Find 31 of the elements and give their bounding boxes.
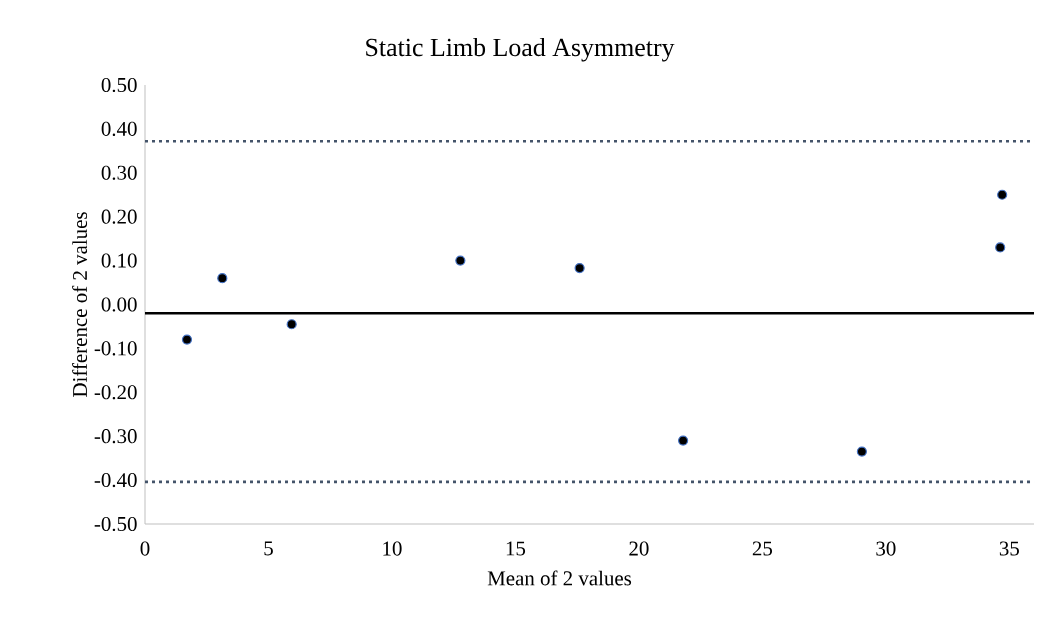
x-tick-label: 20 — [629, 541, 649, 556]
x-tick-label: 5 — [264, 541, 273, 556]
x-axis-title: Mean of 2 values — [487, 570, 632, 586]
point — [286, 319, 297, 330]
point — [217, 273, 228, 284]
x-tick-label: 15 — [506, 541, 526, 556]
y-tick-label: 0.40 — [101, 121, 137, 136]
point — [997, 189, 1008, 200]
y-tick-label: -0.10 — [94, 341, 137, 356]
y-tick-label: 0.30 — [101, 165, 137, 180]
x-tick-label: 25 — [752, 541, 773, 556]
y-tick-label: 0.10 — [101, 253, 137, 268]
y-tick-label: 0.50 — [101, 77, 137, 93]
y-tick-label: -0.40 — [94, 473, 137, 488]
point — [181, 334, 193, 345]
point — [995, 242, 1006, 253]
point — [678, 435, 689, 446]
point — [856, 446, 867, 457]
point — [574, 262, 585, 274]
point — [455, 255, 466, 266]
y-axis-title: Difference of 2 values — [72, 212, 88, 397]
chart-title: Static Limb Load Asymmetry — [366, 37, 675, 62]
y-tick-label: -0.30 — [94, 429, 137, 444]
x-tick-label: 30 — [876, 541, 896, 556]
y-tick-label: -0.50 — [94, 516, 137, 532]
y-tick-label: 0.00 — [101, 297, 137, 312]
x-tick-label: 0 — [140, 541, 150, 556]
y-tick-label: 0.20 — [101, 209, 137, 224]
x-tick-label: 35 — [999, 541, 1019, 556]
x-tick-label: 10 — [383, 541, 402, 556]
y-tick-label: -0.20 — [94, 385, 137, 400]
